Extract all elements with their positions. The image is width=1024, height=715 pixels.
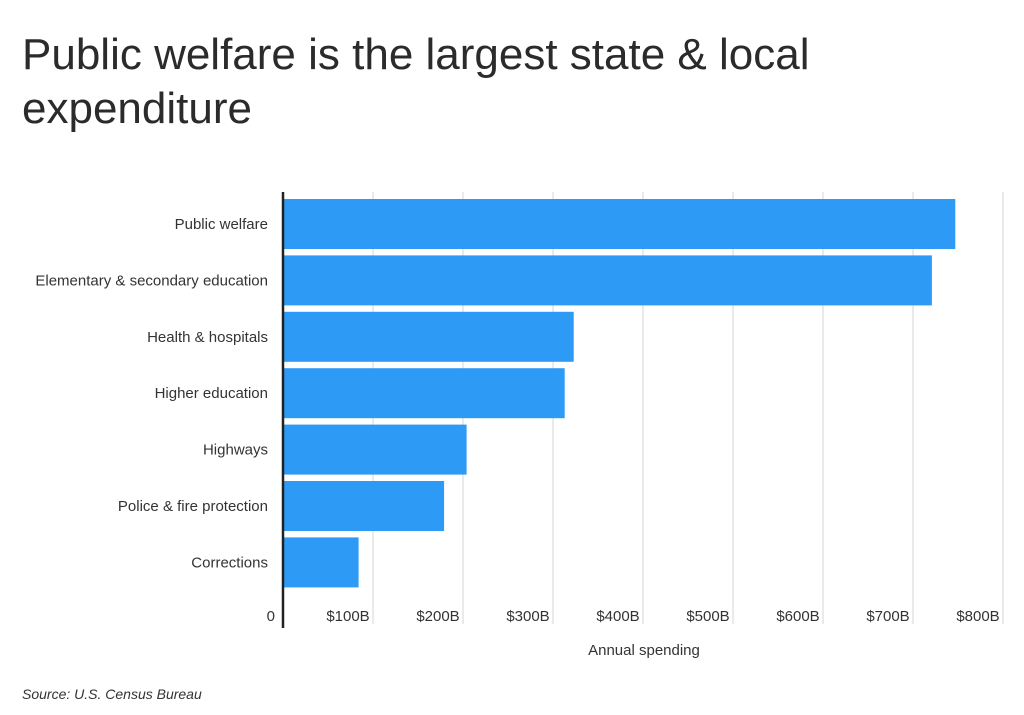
- bar: [283, 255, 932, 306]
- x-tick-label: $400B: [596, 608, 639, 625]
- x-tick-label: $800B: [956, 608, 999, 625]
- x-tick-label: $500B: [686, 608, 729, 625]
- x-axis-title: Annual spending: [588, 642, 700, 659]
- category-label: Higher education: [155, 385, 268, 402]
- bar: [283, 368, 565, 419]
- category-label: Elementary & secondary education: [35, 272, 268, 289]
- category-label: Health & hospitals: [147, 329, 268, 346]
- x-tick-label: $200B: [416, 608, 459, 625]
- category-label: Corrections: [191, 554, 268, 571]
- category-label: Public welfare: [175, 216, 268, 233]
- x-tick-label: $700B: [866, 608, 909, 625]
- x-tick-label: $300B: [506, 608, 549, 625]
- x-tick-label: $100B: [326, 608, 369, 625]
- bar: [283, 424, 467, 475]
- category-label: Highways: [203, 442, 268, 459]
- bars: [283, 199, 956, 588]
- x-tick-label: 0: [267, 608, 275, 625]
- bar: [283, 311, 574, 362]
- bar: [283, 199, 956, 249]
- bar: [283, 537, 359, 588]
- category-labels: Public welfare Elementary & secondary edu…: [35, 216, 268, 571]
- x-tick-label: $600B: [776, 608, 819, 625]
- source-note: Source: U.S. Census Bureau: [22, 686, 202, 702]
- tick-labels: 0 $100B $200B $300B $400B $500B $600B $700B $800…: [267, 608, 1000, 625]
- category-label: Police & fire protection: [118, 498, 268, 515]
- chart-title: Public welfare is the largest state & lo…: [22, 30, 810, 133]
- bar: [283, 481, 445, 531]
